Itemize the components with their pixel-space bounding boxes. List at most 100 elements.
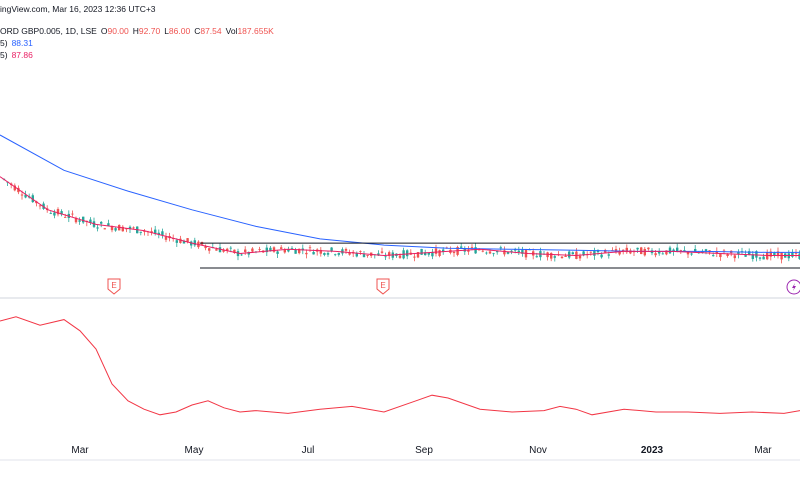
candle-body (20, 194, 24, 196)
indicator-label: 5) (0, 38, 8, 48)
candle-body (110, 226, 114, 231)
candle-body (485, 252, 488, 254)
candle-body (269, 247, 272, 252)
candle-body (737, 251, 740, 255)
volume-value: 187.655K (237, 26, 274, 36)
candle-body (712, 255, 715, 257)
candle-body (550, 253, 553, 259)
candle-body (460, 246, 463, 248)
candle-body (337, 253, 340, 255)
candle-body (568, 251, 571, 258)
candle-body (107, 223, 110, 226)
low-value: 86.00 (168, 26, 191, 36)
candle-body (442, 249, 445, 252)
candle-body (434, 248, 438, 254)
lightning-icon[interactable] (786, 279, 800, 295)
candle-body (503, 250, 506, 255)
candle-body (676, 247, 679, 252)
candle-body (298, 248, 301, 254)
candle-body (100, 221, 103, 224)
candle-body (215, 249, 218, 251)
indicator-legend-fast[interactable]: 5) 87.86 (0, 50, 37, 61)
ohlc-legend: ORD GBP0.005, 1D, LSE O90.00 H92.70 L86.00 C… (0, 26, 278, 37)
candle-body (578, 255, 582, 259)
earnings-marker[interactable]: E (107, 278, 121, 295)
candle-body (71, 213, 74, 215)
candle-body (506, 251, 510, 254)
candle-body (280, 247, 283, 249)
candle-body (13, 185, 16, 191)
candle-body (719, 254, 722, 258)
candle-body (690, 253, 693, 255)
candle-body (618, 251, 621, 255)
ma-slow-line (0, 134, 800, 253)
close-value: 87.54 (200, 26, 222, 36)
candle-body (780, 252, 783, 260)
candle-body (56, 209, 60, 215)
candle-body (654, 253, 657, 256)
low-label: L (164, 26, 169, 36)
candle-body (679, 250, 682, 251)
earnings-marker-label: E (111, 281, 116, 290)
x-tick-label: May (185, 445, 204, 456)
candle-body (704, 249, 708, 252)
symbol-title[interactable]: ORD GBP0.005, 1D, LSE (0, 26, 97, 36)
candle-body (294, 249, 297, 254)
candle-body (438, 250, 441, 256)
candle-body (179, 238, 182, 243)
candle-body (308, 247, 312, 249)
candle-body (258, 249, 261, 250)
candle-body (78, 220, 81, 222)
candle-body (701, 251, 704, 253)
earnings-marker[interactable]: E (376, 278, 390, 295)
candle-body (359, 251, 362, 252)
high-label: H (132, 26, 139, 36)
candle-body (305, 252, 308, 255)
candle-body (161, 231, 164, 235)
candle-body (514, 249, 517, 251)
candle-body (406, 250, 409, 257)
candle-body (582, 251, 585, 256)
candle-body (600, 254, 603, 258)
candle-body (38, 205, 42, 207)
candle-body (204, 246, 207, 249)
candle-body (521, 249, 524, 254)
ma-fast-line (0, 176, 800, 257)
indicator-label: 5) (0, 50, 8, 60)
candle-body (17, 187, 20, 193)
open-value: 90.00 (107, 26, 129, 36)
candle-body (128, 226, 132, 230)
candle-body (132, 227, 135, 229)
candle-body (334, 254, 337, 256)
candle-body (121, 226, 124, 232)
candle-body (636, 247, 639, 250)
candle-body (103, 228, 106, 230)
candle-body (96, 227, 99, 229)
candle-body (647, 247, 650, 250)
candle-body (622, 249, 625, 252)
candle-body (560, 256, 564, 259)
candle-body (222, 249, 225, 252)
candle-body (398, 255, 402, 258)
indicator-legend-slow[interactable]: 5) 88.31 (0, 38, 37, 49)
candle-body (287, 249, 290, 252)
candle-body (751, 254, 754, 259)
candle-body (744, 254, 747, 257)
candle-body (388, 252, 391, 256)
candle-body (762, 256, 765, 260)
candle-body (139, 231, 142, 233)
candle-body (686, 251, 690, 255)
candle-body (722, 250, 726, 252)
candle-body (593, 250, 596, 256)
candle-body (474, 247, 477, 254)
candle-body (355, 253, 358, 257)
candle-body (625, 247, 628, 253)
candle-body (420, 248, 423, 255)
candle-body (776, 251, 780, 257)
candlesticks (2, 178, 800, 264)
candle-body (164, 236, 168, 240)
candle-body (186, 238, 189, 242)
candle-body (755, 251, 758, 258)
candle-body (589, 251, 592, 253)
